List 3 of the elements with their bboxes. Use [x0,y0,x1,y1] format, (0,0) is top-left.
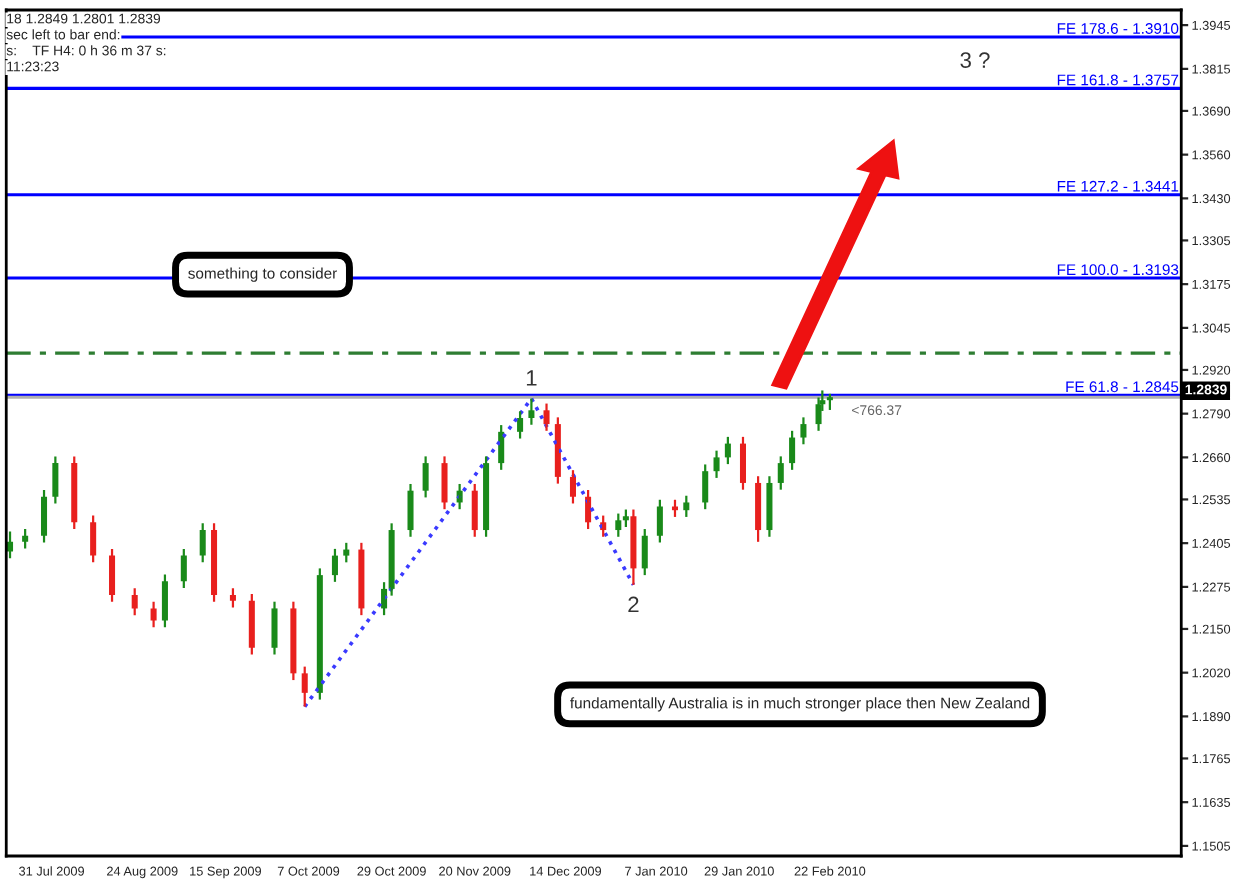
annotation: 3 ? [960,52,990,68]
annotation: 1 [526,370,537,386]
annotation: 2 [628,596,639,613]
